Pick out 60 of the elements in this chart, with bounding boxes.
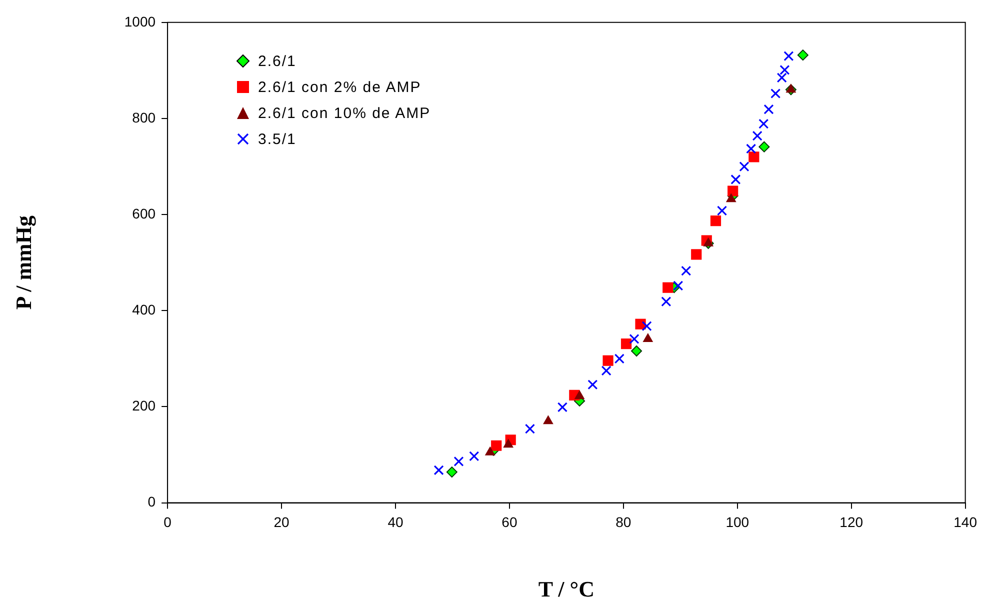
point	[524, 424, 536, 434]
y-tick-label: 400	[132, 302, 156, 318]
point	[434, 465, 444, 476]
point	[588, 380, 598, 390]
point	[716, 206, 728, 216]
point	[764, 104, 774, 114]
point	[454, 456, 464, 467]
point	[543, 415, 554, 424]
point	[602, 355, 614, 366]
legend-label: 2.6/1 con 2% de AMP	[258, 78, 422, 96]
point	[642, 320, 652, 332]
y-tick-label: 200	[132, 398, 156, 414]
point	[748, 152, 760, 162]
point	[746, 144, 756, 154]
point	[574, 390, 585, 400]
point	[730, 174, 741, 185]
point	[662, 282, 674, 293]
point	[503, 438, 514, 448]
point	[758, 141, 770, 152]
legend-label: 3.5/1	[258, 130, 296, 148]
x-tick-label: 120	[840, 514, 864, 530]
point	[691, 249, 702, 260]
point	[797, 50, 808, 61]
point	[469, 451, 480, 462]
x-tick-label: 20	[274, 514, 290, 530]
y-axis-title: P / mmHg	[10, 216, 36, 310]
y-tick-label: 0	[148, 494, 156, 510]
point	[728, 186, 738, 196]
point	[631, 345, 642, 356]
y-tick-label: 1000	[124, 13, 156, 30]
legend-label: 2.6/1 con 10% de AMP	[258, 104, 431, 122]
point	[784, 50, 794, 62]
point	[484, 446, 496, 456]
point	[758, 118, 769, 129]
point	[557, 402, 568, 412]
x-tick-label: 60	[502, 514, 518, 530]
point	[446, 466, 458, 478]
x-tick-label: 100	[726, 514, 750, 530]
y-tick-label: 800	[132, 109, 156, 126]
point	[739, 161, 750, 172]
x-tick-label: 40	[388, 514, 404, 530]
legend-label: 2.6/1	[258, 52, 296, 70]
point	[629, 334, 640, 344]
point	[726, 193, 736, 202]
point	[681, 266, 692, 276]
point	[752, 130, 762, 141]
y-tick-label: 600	[132, 205, 156, 222]
point	[491, 440, 502, 451]
x-axis-title: T / °C	[538, 576, 594, 602]
x-tick-label: 140	[954, 514, 978, 530]
point	[770, 88, 781, 99]
point	[620, 338, 632, 350]
x-tick-label: 0	[164, 514, 172, 530]
point	[786, 84, 796, 93]
point	[673, 280, 684, 291]
x-tick-label: 80	[616, 514, 632, 530]
point	[614, 354, 624, 364]
point	[601, 366, 612, 376]
point	[710, 216, 722, 226]
point	[661, 296, 672, 307]
